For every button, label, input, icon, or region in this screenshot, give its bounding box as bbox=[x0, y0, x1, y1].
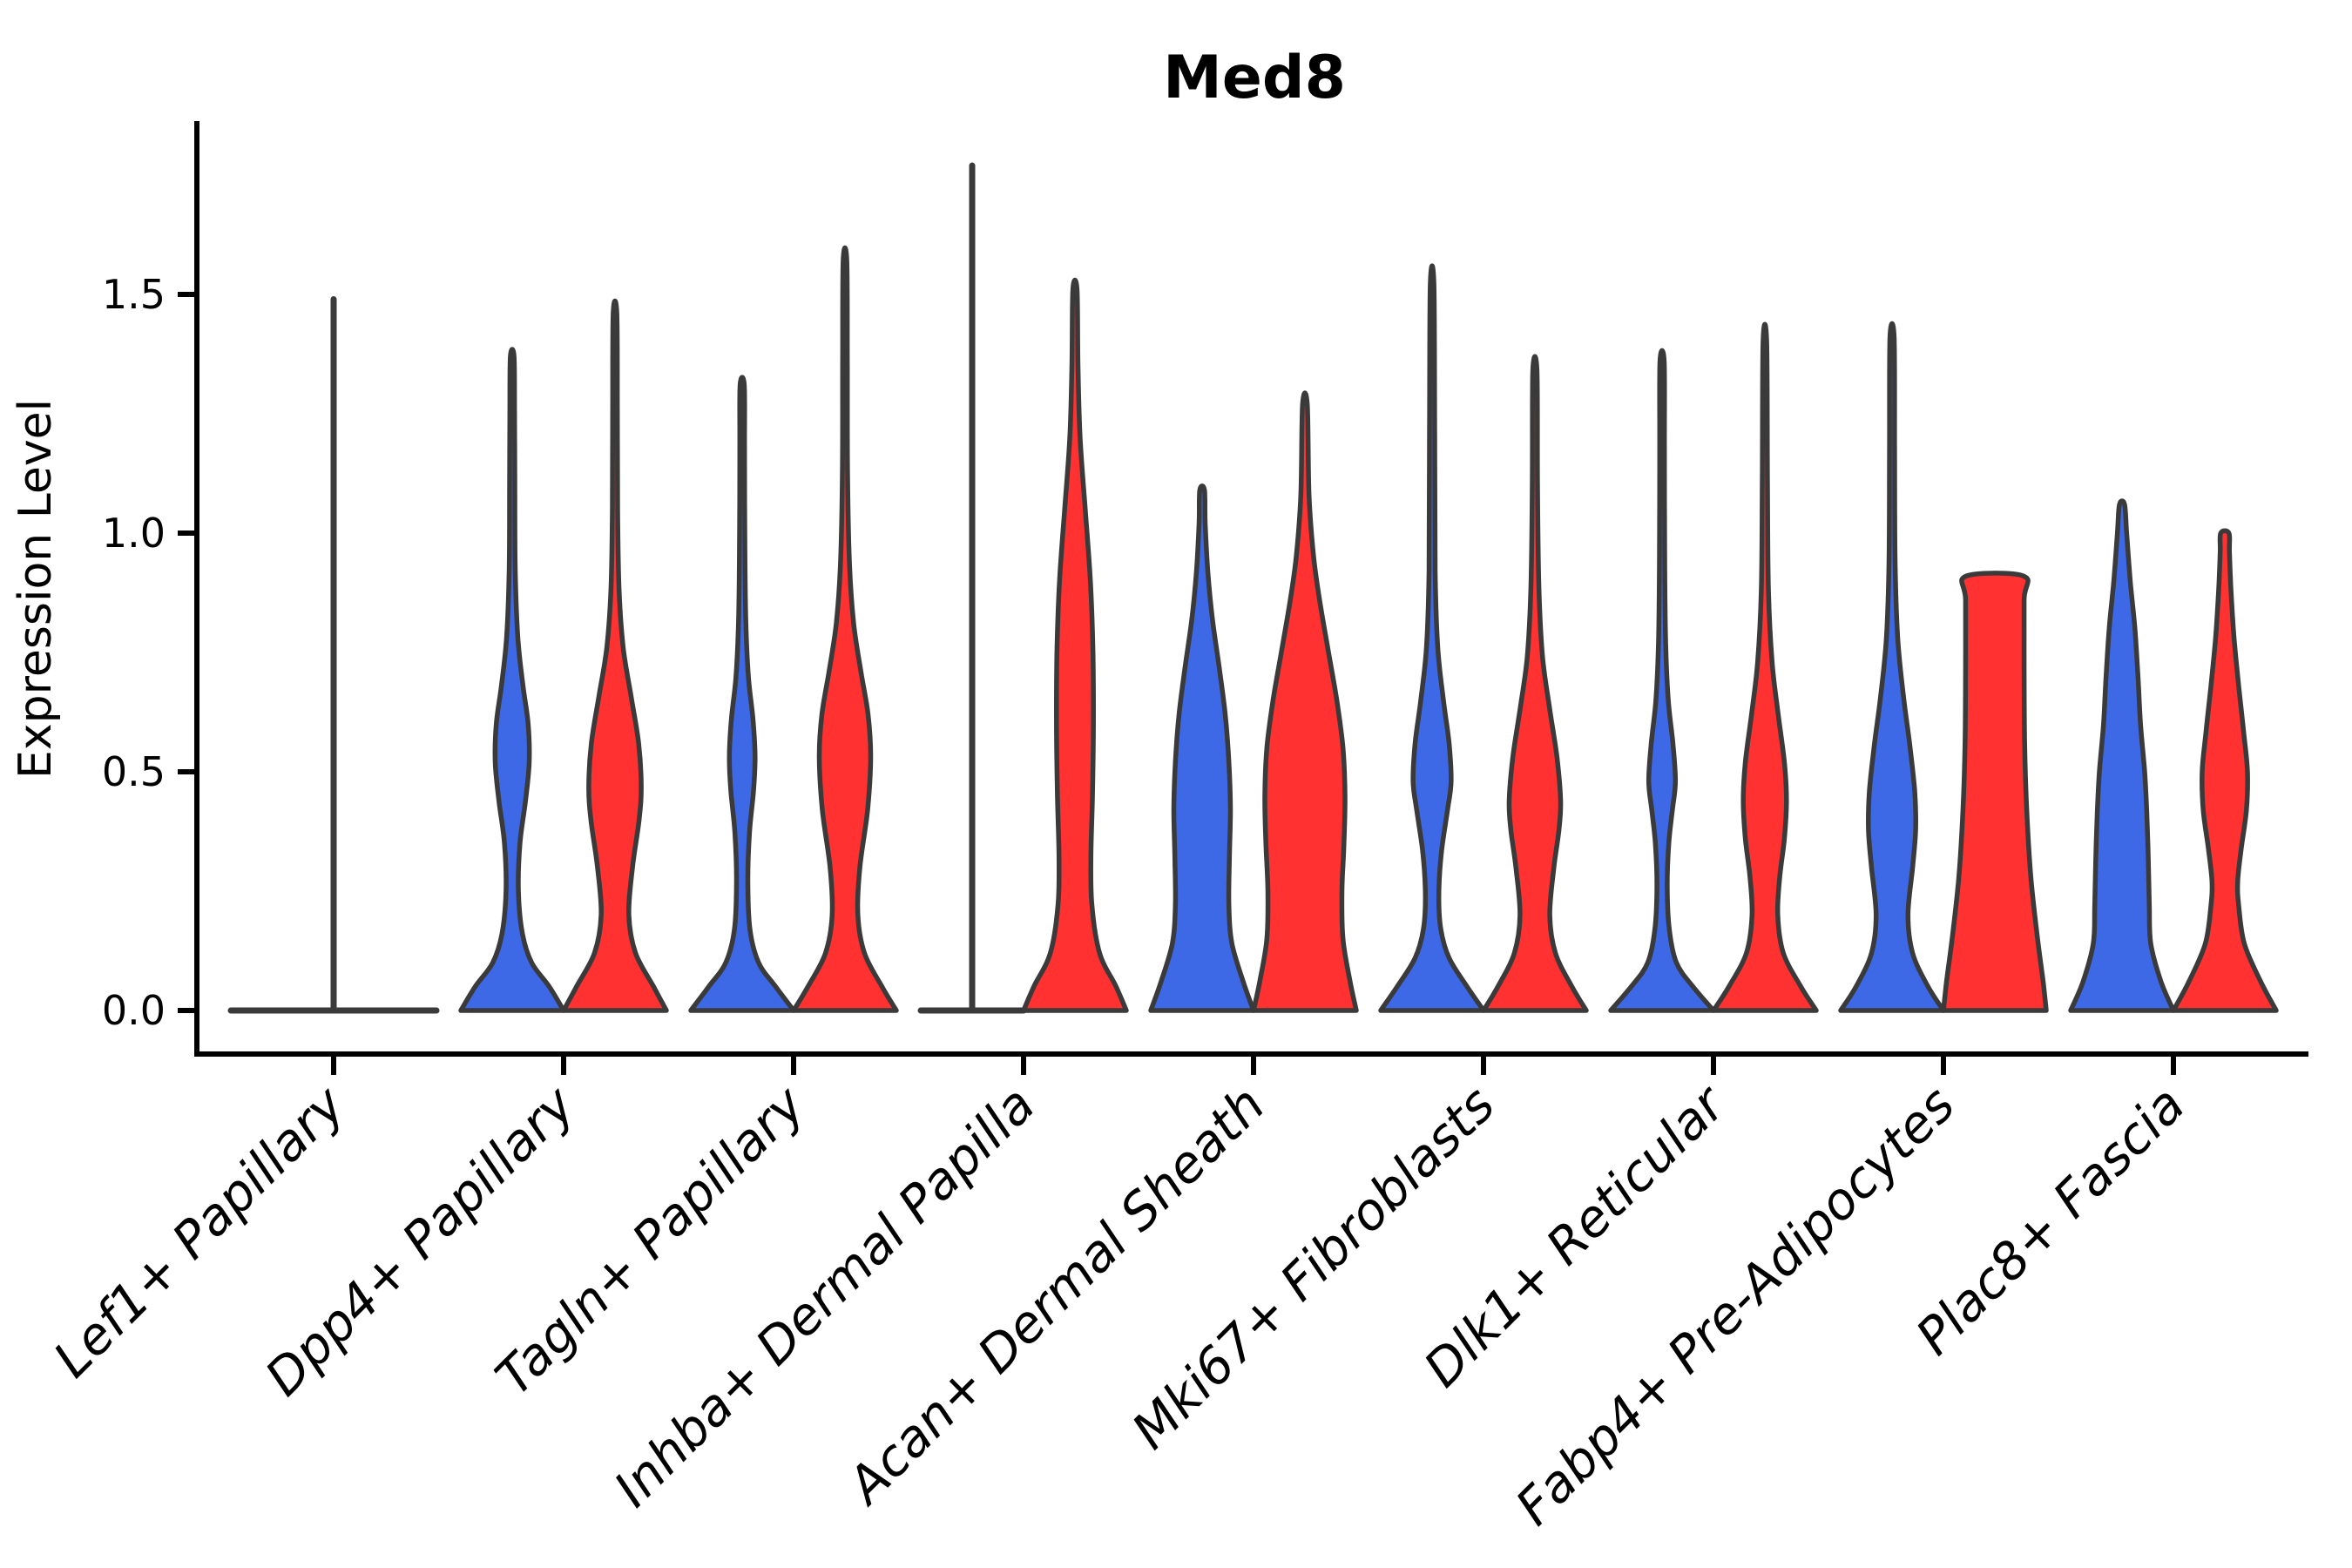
y-tick-label: 0.5 bbox=[102, 748, 166, 795]
violin-red bbox=[1021, 277, 1129, 1013]
x-tick-label: Acan+ Dermal Sheath bbox=[834, 1075, 1276, 1517]
violin-blue bbox=[1378, 263, 1486, 1013]
violin-blue bbox=[1838, 321, 1946, 1013]
violin-blue bbox=[2068, 498, 2176, 1013]
x-tick-label: Fabp4+ Pre-Adipocytes bbox=[1504, 1075, 1966, 1537]
violins-layer bbox=[227, 162, 2279, 1014]
y-axis-label: Expression Level bbox=[10, 399, 62, 779]
y-axis-ticks: 0.0 0.5 1.0 1.5 bbox=[102, 271, 197, 1034]
violin-blue bbox=[458, 347, 566, 1013]
y-tick-label: 1.0 bbox=[102, 510, 166, 557]
violin-red bbox=[1941, 571, 2049, 1013]
violin-blue bbox=[1148, 483, 1256, 1013]
violin-red bbox=[791, 245, 899, 1013]
violin-red bbox=[1251, 390, 1359, 1013]
violin-red bbox=[2171, 528, 2279, 1013]
violin-red bbox=[1481, 354, 1589, 1013]
violin-red bbox=[1711, 321, 1819, 1013]
y-tick-label: 1.5 bbox=[102, 271, 166, 318]
x-tick-label: Inhba+ Dermal Papilla bbox=[603, 1075, 1046, 1518]
y-tick-label: 0.0 bbox=[102, 987, 166, 1034]
violin-red bbox=[561, 298, 669, 1013]
chart-title: Med8 bbox=[1163, 44, 1346, 112]
violin-blue bbox=[688, 375, 796, 1013]
violin-blue bbox=[1608, 348, 1716, 1013]
